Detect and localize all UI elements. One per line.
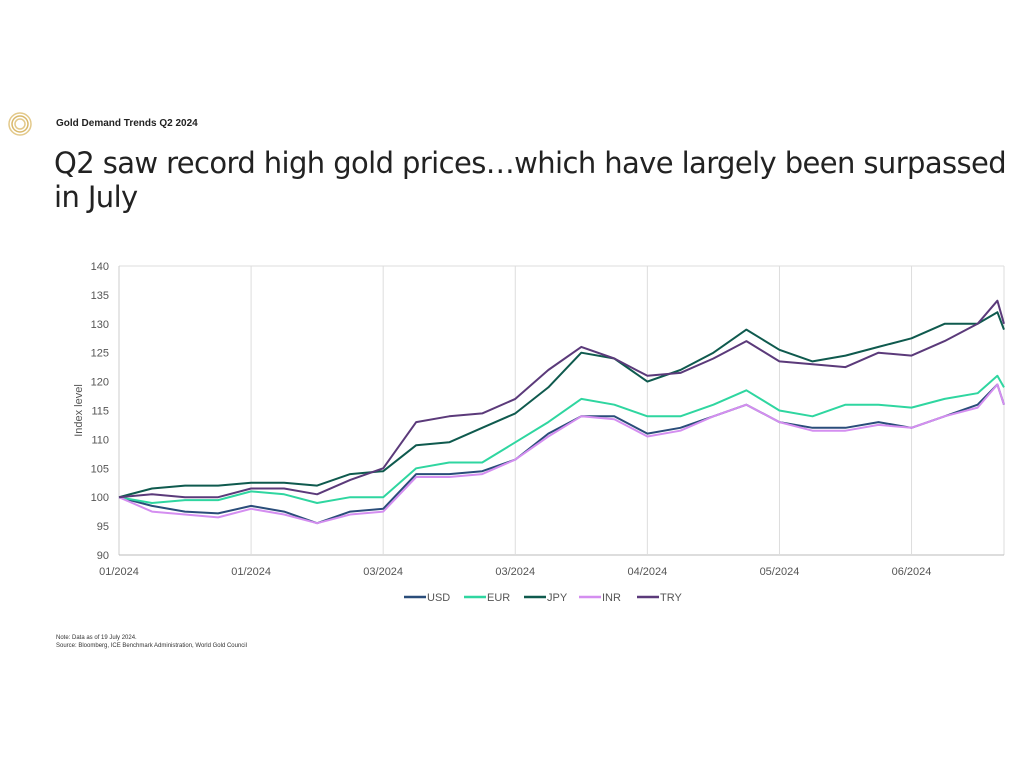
y-tick-label: 140 xyxy=(91,261,109,273)
x-tick-label: 04/2024 xyxy=(627,566,667,578)
y-tick-label: 135 xyxy=(91,290,109,302)
series-line-inr xyxy=(118,383,1005,525)
page-title: Q2 saw record high gold prices…which hav… xyxy=(54,146,1007,214)
y-axis-label: Index level xyxy=(73,384,85,437)
report-brand: Gold Demand Trends Q2 2024 xyxy=(56,118,198,129)
legend-label: USD xyxy=(427,592,450,604)
data-note: Note: Data as of 19 July 2024. xyxy=(56,635,137,641)
gold-rings-icon xyxy=(8,112,32,136)
legend-item-try: TRY xyxy=(637,592,682,604)
x-tick-label: 03/2024 xyxy=(363,566,403,578)
x-tick-label: 05/2024 xyxy=(760,566,800,578)
y-tick-label: 100 xyxy=(91,492,109,504)
x-tick-label: 06/2024 xyxy=(892,566,932,578)
y-tick-label: 120 xyxy=(91,377,109,389)
legend-item-eur: EUR xyxy=(464,592,510,604)
legend-label: EUR xyxy=(487,592,510,604)
legend-label: INR xyxy=(602,592,621,604)
series-line-jpy xyxy=(118,311,1005,499)
y-tick-label: 130 xyxy=(91,319,109,331)
y-tick-label: 95 xyxy=(97,521,109,533)
source-note: Source: Bloomberg, ICE Benchmark Adminis… xyxy=(56,643,247,649)
legend-item-jpy: JPY xyxy=(524,592,568,604)
line-chart: 90 95 100 105 110 115 120 125 130 135 140 01/2024 01… xyxy=(73,261,1005,604)
x-tick-label: 01/2024 xyxy=(231,566,271,578)
chart-notes: Note: Data as of 19 July 2024. Source: B… xyxy=(56,634,247,650)
y-tick-label: 125 xyxy=(91,348,109,360)
x-tick-label: 01/2024 xyxy=(99,566,139,578)
series-line-try xyxy=(118,299,1005,499)
series-line-eur xyxy=(118,374,1005,504)
legend-item-inr: INR xyxy=(579,592,621,604)
y-tick-label: 115 xyxy=(91,406,109,418)
y-tick-label: 110 xyxy=(91,434,109,446)
legend-label: TRY xyxy=(660,592,682,604)
legend-label: JPY xyxy=(547,592,568,604)
legend-item-usd: USD xyxy=(404,592,450,604)
x-tick-label: 03/2024 xyxy=(495,566,535,578)
y-tick-label: 90 xyxy=(97,550,109,562)
y-tick-label: 105 xyxy=(91,463,109,475)
